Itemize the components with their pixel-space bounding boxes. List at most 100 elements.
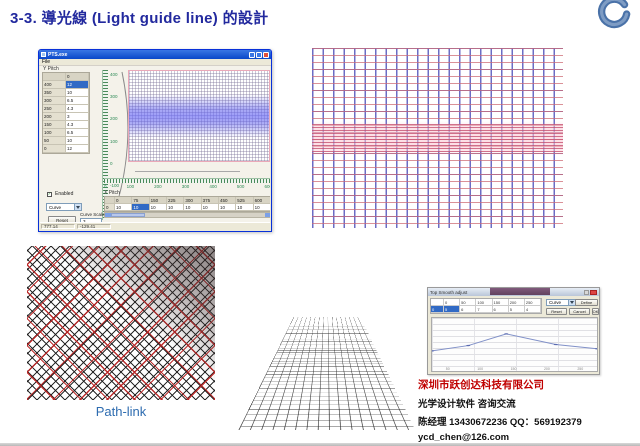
mini-graph-line (432, 334, 597, 351)
x-table-row-label: 0 (105, 204, 115, 211)
x-table-value-cell[interactable]: 10 (115, 204, 133, 211)
y-table-value-cell[interactable]: 12 (66, 145, 89, 153)
y-table-value-cell[interactable]: 4.3 (66, 121, 89, 129)
ruler-label: 200 (110, 116, 118, 122)
scroll-right-arrow[interactable] (265, 213, 270, 217)
mini-table-value-cell[interactable]: 5 (508, 306, 525, 313)
x-table-col-header: 600 (253, 197, 270, 204)
mini-graph-svg (432, 333, 597, 352)
close-button[interactable] (263, 51, 269, 58)
mini-table-col-header: 200 (508, 299, 525, 306)
perspective-grid-figure (238, 248, 415, 430)
x-table-value-cell[interactable]: 10 (184, 204, 202, 211)
y-table-value-cell[interactable]: 10 (66, 89, 89, 97)
maximize-button[interactable] (256, 51, 262, 58)
y-table-row[interactable]: 150 4.3 (43, 121, 89, 129)
mini-table-value-cell[interactable]: 5 (444, 306, 461, 313)
y-table-value-cell[interactable]: 6.5 (66, 97, 89, 105)
y-pitch-enabled: Enabled (47, 191, 73, 197)
x-table-corner-cell (105, 197, 115, 204)
y-table-row-label: 250 (43, 105, 66, 113)
mini-table-value-cell[interactable]: 6 (460, 306, 477, 313)
slide-bottom-edge (0, 443, 640, 446)
y-table-value-cell[interactable]: 3 (66, 113, 89, 121)
x-table-value-cell[interactable]: 10 (201, 204, 219, 211)
status-bar: 777.14 -129.41 (40, 222, 270, 230)
x-table-value-cell[interactable]: 10 (149, 204, 167, 211)
horizontal-scrollbar[interactable] (104, 212, 270, 218)
x-table-value-cell[interactable]: 10 (166, 204, 185, 211)
x-table-value-cell[interactable]: 10 (236, 204, 254, 211)
mini-minimize-button[interactable] (584, 289, 589, 295)
contact-email: ycd_chen@126.com (418, 432, 510, 443)
y-table-value-cell[interactable]: 4.3 (66, 105, 89, 113)
mini-ok-button[interactable]: OK (592, 308, 599, 315)
mini-table-value-cell[interactable]: 4 (524, 306, 542, 313)
enabled-checkbox-y[interactable] (47, 191, 52, 197)
y-table-row[interactable]: 350 10 (43, 89, 89, 97)
y-table-row-label: 0 (43, 145, 66, 153)
y-table-value-cell[interactable]: 12 (66, 81, 89, 89)
curve-scale-label: Curve Scale (80, 212, 105, 217)
x-table-col-header: 0 (115, 197, 133, 204)
y-table-row-label: 150 (43, 121, 66, 129)
grid-preview-panel[interactable] (128, 70, 270, 162)
ruler-label: 0 (110, 160, 113, 166)
mini-table-col-header: 150 (492, 299, 509, 306)
y-table-value-cell[interactable]: 6.5 (66, 129, 89, 137)
titlebar-artifact (490, 288, 550, 295)
x-table-value-cell[interactable]: 10 (218, 204, 237, 211)
ruler-label: -100 (110, 182, 120, 188)
app-title: PTS.exe (48, 51, 68, 58)
y-pitch-table: 0 400 12 350 10 300 6.5 250 4.3 (42, 72, 90, 154)
y-table-row[interactable]: 100 6.5 (43, 129, 89, 137)
y-table-row[interactable]: 250 4.3 (43, 105, 89, 113)
menu-file[interactable]: File (42, 59, 51, 65)
ruler-label: 100 (110, 138, 118, 144)
app-menubar: File (39, 59, 271, 66)
mini-table-value-cell[interactable]: 7 (476, 306, 493, 313)
vertical-ruler (102, 70, 108, 220)
x-table-value-cell[interactable]: 10 (132, 204, 150, 211)
horizontal-ruler-labels: 0 100 200 300 400 500 600 (104, 184, 270, 189)
y-table-row[interactable]: 0 12 (43, 145, 89, 153)
mini-curve-value: Curve (549, 300, 562, 305)
mini-table-col-header: 50 (460, 299, 477, 306)
curve-dropdown-y[interactable]: Curve (46, 203, 82, 211)
path-link-caption: Path-link (95, 404, 147, 419)
y-table-row[interactable]: 200 3 (43, 113, 89, 121)
smooth-curve-graph: 50 100 150 200 250 (431, 317, 598, 372)
minimize-button[interactable] (249, 51, 255, 58)
contact-line-phone-qq: 陈经理 13430672236 QQ：569192379 (418, 417, 582, 428)
mini-close-button[interactable] (590, 289, 597, 295)
scroll-left-arrow[interactable] (105, 213, 111, 217)
mini-table-row-label[interactable]: 0 (431, 306, 444, 313)
x-pitch-table: 0 75 150 225 300 375 450 525 600 0 10 10 10 10 10 10 1… (104, 196, 270, 212)
mini-cancel-button[interactable]: Cancel (569, 308, 590, 315)
mini-curve-dropdown[interactable]: Curve (546, 299, 576, 306)
ruler-label: 0 (104, 184, 107, 189)
curve-dropdown-y-value: Curve (49, 204, 62, 210)
y-table-row-label: 200 (43, 113, 66, 121)
mini-reset-button[interactable]: Reset (546, 308, 567, 315)
define-button[interactable]: Define (575, 299, 598, 306)
company-name: 深圳市跃创达科技有限公司 (418, 379, 544, 391)
vertical-ruler-labels: 400 300 200 100 0 -100 (110, 72, 119, 188)
y-table-row[interactable]: 300 6.5 (43, 97, 89, 105)
contact-line-services: 光学设计软件 咨询交流 (418, 399, 516, 410)
mini-title: Top Smooth adjust (430, 289, 468, 295)
chevron-down-icon (74, 204, 81, 210)
y-table-col-header: 0 (66, 73, 89, 81)
scrollbar-thumb[interactable] (111, 213, 145, 217)
ruler-label: 600 (264, 184, 270, 189)
mini-table-value-cell[interactable]: 6 (492, 306, 509, 313)
y-table-value-cell[interactable]: 10 (66, 137, 89, 145)
y-table-row[interactable]: 400 12 (43, 81, 89, 89)
ruler-label: 400 (110, 72, 118, 77)
app-titlebar[interactable]: PTS.exe (39, 50, 271, 59)
mini-table-col-header: 250 (524, 299, 542, 306)
y-table-row[interactable]: 50 10 (43, 137, 89, 145)
app-client-area: Y Pitch 0 400 12 350 10 300 6. (40, 66, 270, 230)
x-table-value-cell[interactable]: 10 (253, 204, 270, 211)
